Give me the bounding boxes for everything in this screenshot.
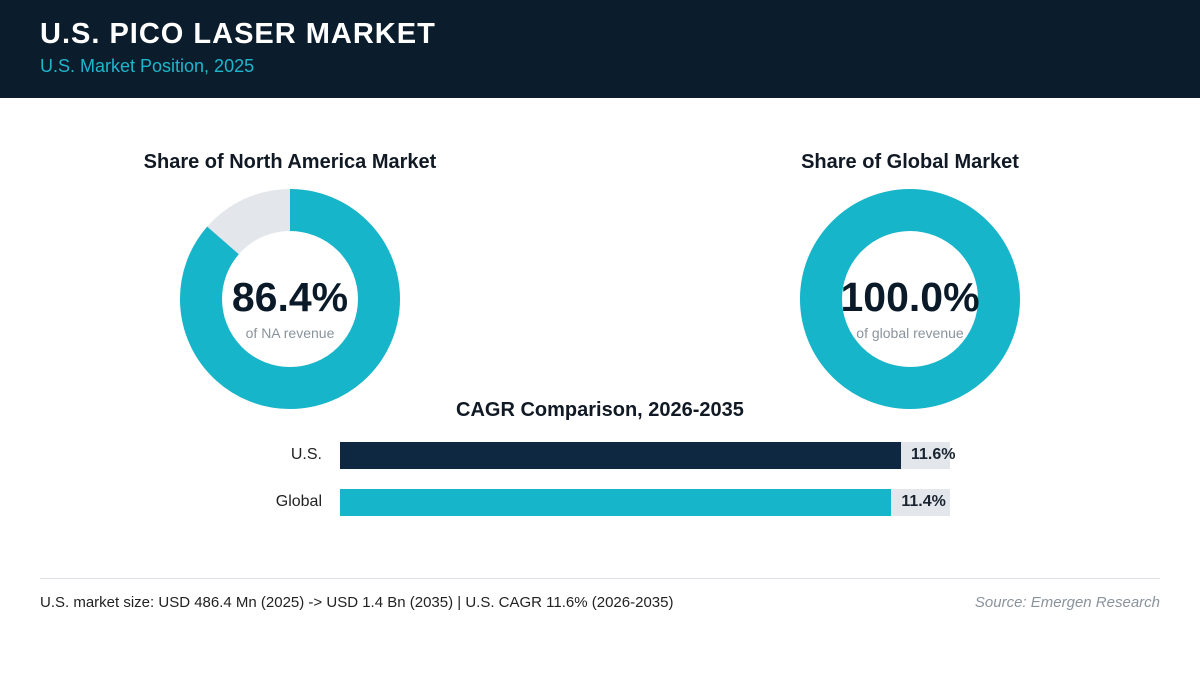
bar-label-global: Global: [275, 493, 322, 510]
bar-value-global: 11.4%: [901, 493, 946, 510]
footer-summary: U.S. market size: USD 486.4 Mn (2025) ->…: [40, 594, 674, 611]
global-share-value: 100.0%: [840, 274, 980, 320]
bar-track-us: 11.6%: [340, 442, 956, 469]
na-share-caption: of NA revenue: [245, 325, 335, 341]
page-subtitle: U.S. Market Position, 2025: [40, 56, 255, 76]
global-share-donut: 100.0% of global revenue: [800, 189, 1020, 409]
global-share-title: Share of Global Market: [801, 151, 1019, 173]
na-share-title: Share of North America Market: [143, 151, 437, 173]
na-share-donut: 86.4% of NA revenue: [180, 189, 400, 409]
cagr-chart-title: CAGR Comparison, 2026-2035: [456, 399, 744, 421]
page-title: U.S. PICO LASER MARKET: [40, 18, 436, 50]
footer-source: Source: Emergen Research: [974, 594, 1160, 611]
global-donut-arc: [800, 189, 1020, 409]
bar-value-us: 11.6%: [911, 446, 956, 463]
na-share-value: 86.4%: [231, 274, 349, 320]
na-donut-arc: [180, 189, 400, 409]
bar-track-global: 11.4%: [340, 489, 950, 516]
global-share-caption: of global revenue: [856, 325, 964, 341]
bar-label-us: U.S.: [290, 446, 322, 463]
footer-divider: [40, 578, 1160, 579]
bar-us: [340, 442, 902, 469]
header-bar: U.S. PICO LASER MARKET U.S. Market Posit…: [0, 0, 1200, 98]
bar-global: [340, 489, 892, 516]
